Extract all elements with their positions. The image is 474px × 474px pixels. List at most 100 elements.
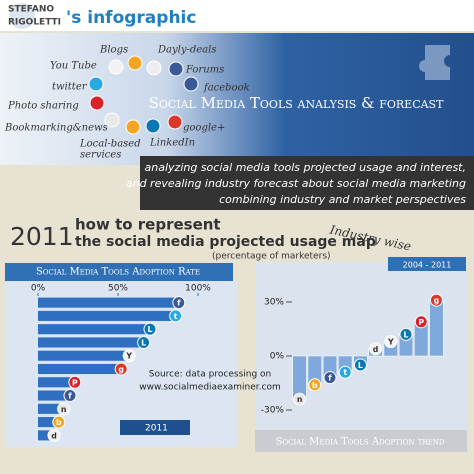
icon: [172, 296, 186, 310]
icon-letter: g: [118, 365, 124, 374]
tool-icon: [125, 119, 141, 135]
icon-letter: L: [148, 325, 153, 334]
tool-label: Bookmarking&news: [4, 123, 108, 134]
icon-letter: n: [61, 405, 67, 414]
icon: [63, 389, 77, 403]
bar: [38, 417, 59, 428]
year: 2011: [10, 222, 74, 251]
icon-letter: t: [343, 368, 347, 377]
icon: [52, 415, 66, 429]
icon-letter: Y: [125, 352, 132, 361]
icon-letter: d: [51, 431, 57, 440]
header-title: 's infographic: [66, 8, 196, 28]
icon-letter: f: [68, 392, 72, 401]
icon: [57, 402, 71, 416]
icon-letter: d: [373, 345, 379, 354]
line1: how to represent: [75, 216, 221, 234]
icon-letter: f: [177, 299, 181, 308]
icon: [169, 309, 183, 323]
tool-icon: [108, 59, 124, 75]
icon-letter: n: [297, 395, 303, 404]
tool-icon: [183, 76, 199, 92]
x-tick-label: 100%: [185, 284, 211, 294]
tool-label: google+: [183, 123, 225, 134]
y-tick-label: 30%: [264, 298, 284, 308]
chart-subtitle: 2004 - 2011: [403, 261, 452, 270]
chart-label: 2011: [145, 424, 168, 434]
icon: [353, 358, 367, 372]
icon: [137, 335, 151, 349]
x-tick-label: 50%: [108, 284, 128, 294]
chart-title: Social Media Tools Adoption Rate: [36, 267, 200, 278]
icon: [293, 392, 307, 406]
icon: [429, 293, 443, 307]
tool-label: You Tube: [50, 61, 97, 72]
bar: [38, 324, 150, 335]
bar: [38, 430, 54, 441]
tool-icon: [104, 112, 120, 128]
icon: [323, 371, 337, 385]
tool-icon: [127, 55, 143, 71]
tool-icon: [145, 118, 161, 134]
tool-icon: [89, 95, 105, 111]
chart-title: Social Media Tools Adoption trend: [276, 437, 445, 448]
tool-label: Photo sharing: [7, 101, 79, 112]
bar: [38, 403, 64, 414]
right-footer: [255, 430, 467, 452]
line2: the social media projected usage map: [75, 234, 376, 250]
tool-icon: [146, 60, 162, 76]
icon-letter: t: [174, 312, 178, 321]
icon: [68, 375, 82, 389]
right-badge: [388, 257, 466, 271]
logo-top: STEFANO: [8, 5, 54, 15]
tool-label: Forums: [185, 65, 224, 76]
banner: [0, 33, 474, 165]
banner-title: Social Media Tools analysis & forecast: [149, 94, 445, 112]
bar: [38, 377, 75, 388]
icon: [369, 342, 383, 356]
tool-label: twitter: [52, 82, 88, 93]
tool-icon: [168, 61, 184, 77]
icon: [399, 327, 413, 341]
y-tick-label: -30%: [261, 406, 285, 416]
tool-label: facebook: [203, 83, 250, 94]
tool-label: services: [80, 150, 121, 161]
icon: [308, 378, 322, 392]
bar: [38, 350, 130, 361]
bar: [38, 337, 144, 348]
tool-icon: [167, 114, 183, 130]
note: (percentage of marketers): [212, 252, 331, 262]
tool-label: LinkedIn: [149, 138, 195, 149]
icon-letter: g: [434, 296, 440, 305]
icon: [122, 349, 136, 363]
tool-label: Dayly-deals: [157, 45, 216, 56]
icon-letter: Y: [387, 338, 394, 347]
tool-icon: [88, 76, 104, 92]
logo-bottom: RIGOLETTI: [8, 18, 61, 28]
tool-label: Blogs: [99, 45, 128, 56]
x-tick-label: 0%: [31, 284, 46, 294]
left-header: [5, 263, 233, 281]
label-box: [120, 420, 190, 435]
tool-label: Local-based: [79, 139, 141, 150]
icon-letter: b: [56, 418, 62, 427]
icon: [338, 365, 352, 379]
description-box: [140, 156, 474, 210]
icon: [47, 428, 61, 442]
bar: [38, 310, 176, 321]
bar: [38, 297, 179, 308]
header-bg: [0, 0, 474, 31]
icon: [384, 335, 398, 349]
icon: [143, 322, 157, 336]
y-tick-label: 0%: [270, 352, 285, 362]
icon-letter: b: [312, 381, 318, 390]
icon-letter: P: [72, 378, 78, 387]
icon: [414, 315, 428, 329]
icon-letter: f: [328, 374, 332, 383]
icon-letter: L: [141, 338, 146, 347]
source: www.socialmediaexaminer.com: [139, 383, 281, 393]
icon-letter: L: [404, 330, 409, 339]
icon-letter: P: [418, 318, 424, 327]
description-line: and revealing industry forecast about so…: [126, 177, 466, 190]
